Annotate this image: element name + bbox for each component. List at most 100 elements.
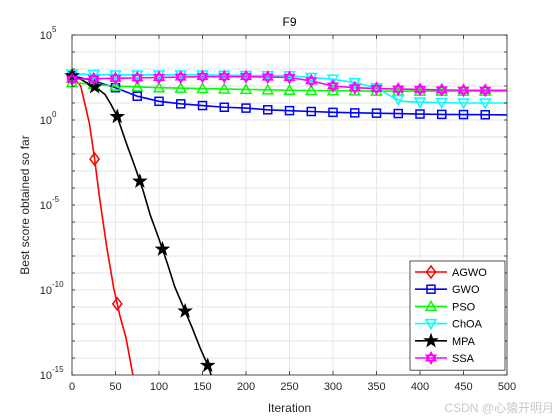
data-point-pso	[196, 82, 209, 94]
data-point-ssa	[239, 73, 253, 84]
legend-label: SSA	[452, 353, 475, 365]
legend-box	[409, 260, 506, 371]
data-point-gwo	[176, 99, 186, 109]
data-point-mpa	[199, 357, 216, 373]
data-point-ssa	[370, 85, 383, 96]
x-axis-label: Iteration	[268, 401, 311, 415]
data-point-ssa	[413, 82, 427, 93]
data-point-gwo	[306, 106, 316, 117]
data-point-ssa	[152, 70, 166, 81]
data-point-gwo	[480, 109, 490, 120]
data-point-mpa	[154, 240, 171, 256]
data-point-ssa	[479, 83, 492, 94]
data-point-gwo	[415, 109, 425, 119]
legend-marker	[423, 332, 439, 348]
data-point-choa	[457, 98, 470, 110]
chart-title: F9	[282, 15, 296, 29]
data-point-ssa	[457, 83, 470, 94]
data-point-ssa	[326, 78, 340, 90]
series-line-agwo	[72, 75, 134, 375]
x-tick-label: 300	[324, 381, 342, 393]
data-point-ssa	[326, 82, 340, 94]
data-point-ssa	[392, 85, 405, 96]
legend-item-choa: ChOA	[415, 319, 483, 331]
data-point-ssa	[305, 77, 318, 88]
legend-marker	[424, 350, 438, 362]
data-point-mpa	[177, 302, 193, 318]
data-point-ssa	[196, 69, 209, 81]
legend-label: GWO	[452, 284, 480, 296]
data-point-ssa	[261, 73, 274, 85]
data-point-ssa	[87, 71, 100, 83]
data-point-ssa	[131, 70, 144, 82]
data-point-gwo	[263, 105, 273, 115]
legend-marker	[424, 354, 438, 366]
y-axis-label: Best score obtained so far	[18, 135, 32, 274]
legend-marker	[424, 318, 438, 331]
data-point-ssa	[479, 86, 492, 98]
y-tick-exponent: -15	[52, 365, 64, 374]
data-point-ssa	[87, 75, 100, 86]
x-tick-label: 350	[367, 381, 385, 393]
data-point-ssa	[457, 86, 470, 98]
data-point-ssa	[283, 74, 296, 85]
data-point-gwo	[154, 96, 164, 107]
legend-label: PSO	[452, 301, 476, 313]
data-point-ssa	[435, 86, 448, 97]
y-tick-label: 10	[40, 115, 52, 127]
data-point-ssa	[109, 71, 122, 82]
data-point-ssa	[348, 84, 361, 95]
x-tick-label: 100	[150, 381, 168, 393]
data-point-ssa	[152, 74, 166, 85]
legend-marker	[426, 284, 436, 294]
data-point-ssa	[435, 82, 448, 94]
data-point-ssa	[109, 74, 122, 86]
data-point-gwo	[284, 105, 295, 116]
markers-group	[64, 67, 492, 373]
data-point-ssa	[392, 81, 405, 93]
data-point-pso	[283, 83, 296, 95]
x-tick-label: 400	[411, 381, 429, 393]
data-point-ssa	[131, 74, 144, 85]
data-point-gwo	[328, 107, 338, 118]
legend-item-pso: PSO	[415, 299, 476, 313]
y-tick-label: 10	[40, 370, 52, 382]
x-tick-label: 200	[237, 381, 255, 393]
x-tick-label: 450	[454, 381, 472, 393]
data-point-choa	[348, 77, 362, 90]
data-point-ssa	[305, 73, 318, 85]
data-point-pso	[261, 83, 275, 95]
data-point-ssa	[218, 69, 231, 81]
data-point-ssa	[413, 85, 427, 97]
data-point-pso	[326, 84, 340, 96]
data-point-agwo	[89, 151, 101, 167]
legend-item-agwo: AGWO	[415, 264, 487, 280]
data-point-gwo	[371, 108, 382, 118]
data-point-pso	[109, 79, 122, 91]
data-point-ssa	[283, 70, 296, 81]
legend-marker	[425, 264, 437, 280]
data-point-mpa	[132, 172, 148, 188]
data-point-pso	[152, 81, 166, 93]
watermark: CSDN @心猿开明月	[444, 401, 554, 415]
series-line-gwo	[72, 75, 507, 116]
data-point-choa	[435, 97, 449, 110]
data-point-choa	[478, 98, 492, 110]
data-point-gwo	[437, 109, 447, 120]
x-tick-label: 150	[193, 381, 211, 393]
data-point-gwo	[458, 109, 469, 120]
x-tick-label: 0	[69, 381, 75, 393]
data-point-ssa	[348, 80, 361, 92]
x-ticks: 0 50 100 150 200 250 300 350 400 450 500	[69, 35, 516, 393]
y-tick-exponent: 0	[52, 110, 57, 119]
data-point-mpa	[109, 108, 126, 124]
series-markers-ssa	[65, 69, 492, 98]
y-tick-exponent: -5	[52, 195, 60, 204]
data-point-choa	[413, 97, 427, 109]
data-point-choa	[87, 69, 101, 82]
y-tick-exponent: -10	[52, 280, 64, 289]
legend-label: AGWO	[452, 267, 487, 279]
data-point-pso	[130, 80, 144, 92]
